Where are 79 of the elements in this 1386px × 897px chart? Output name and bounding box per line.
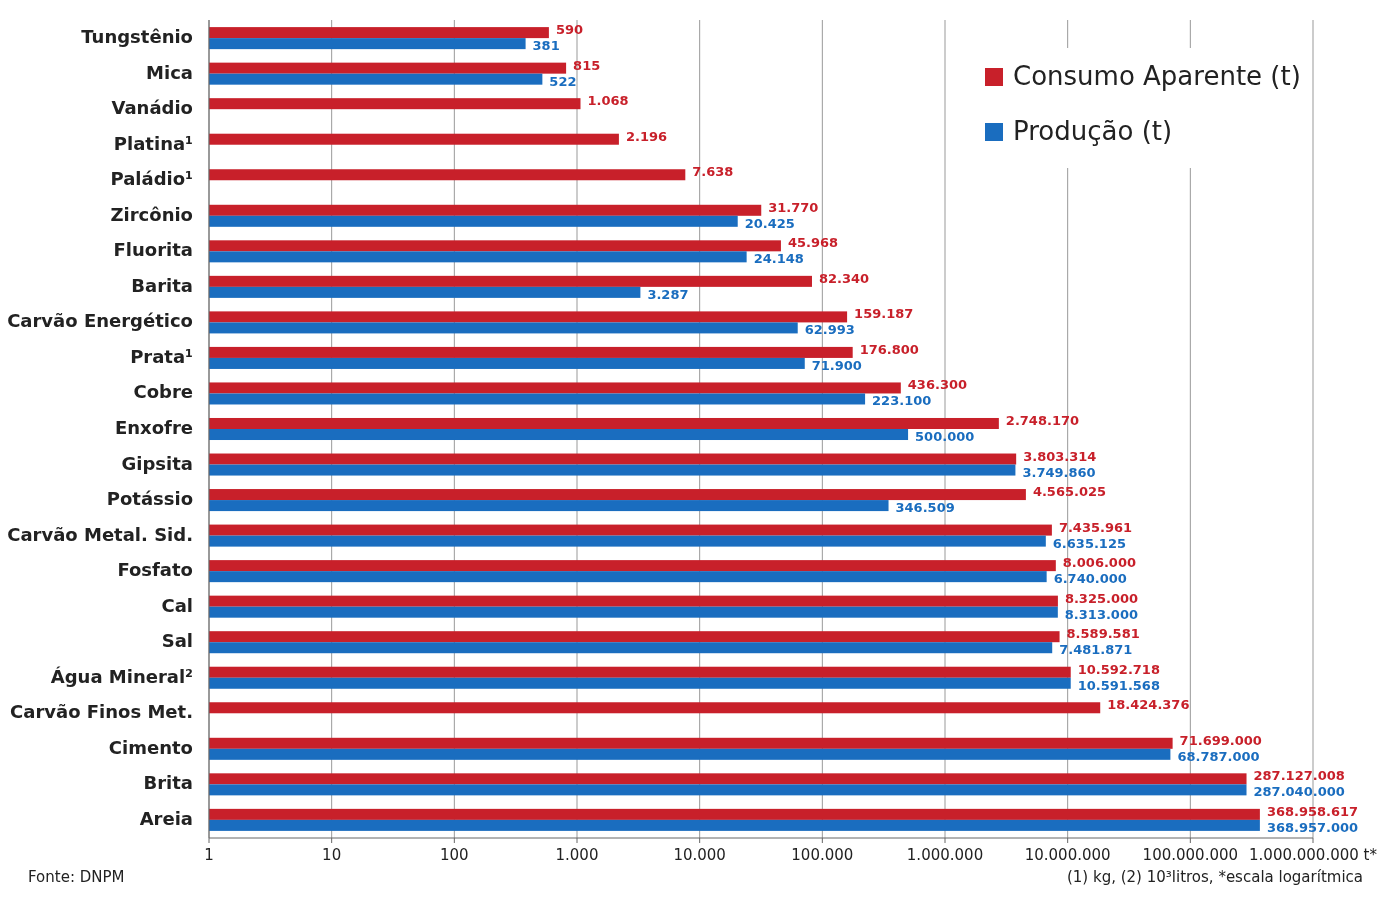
x-tick-label: 100 [440, 846, 469, 864]
y-tick-label: Enxofre [114, 417, 193, 438]
data-label: 590 [555, 22, 584, 38]
y-tick-label: Carvão Metal. Sid. [7, 523, 193, 545]
y-tick-label: Tungstênio [81, 26, 193, 48]
data-label: 346.509 [895, 500, 955, 516]
data-label: 8.325.000 [1064, 590, 1139, 606]
x-tick-label: 1.000.000 [906, 846, 984, 864]
data-label: 8.589.581 [1066, 626, 1140, 642]
data-label: 223.100 [872, 393, 932, 409]
text: (1) kg, (2) 10³litros, *escala logarítmica [1066, 868, 1363, 886]
data-label: 6.635.125 [1052, 535, 1127, 551]
data-label: 10.592.718 [1077, 661, 1160, 677]
data-label: 31.770 [768, 199, 819, 215]
data-label: 20.425 [744, 215, 795, 231]
data-label: 3.749.860 [1022, 464, 1096, 480]
y-tick-label: Carvão Finos Met. [10, 701, 193, 723]
data-label: 68.787.000 [1177, 748, 1260, 764]
x-tick-label: 100.000 [791, 846, 854, 864]
y-tick-label: Carvão Energético [7, 310, 193, 332]
y-tick-label: Mica [146, 61, 193, 83]
legend-label: Produção (t) [1013, 115, 1173, 146]
y-tick-label: Paládio¹ [110, 168, 193, 190]
data-label: 71.900 [811, 357, 862, 373]
data-label: 4.565.025 [1032, 484, 1107, 500]
data-label: 381 [532, 38, 560, 54]
data-label: 3.287 [647, 286, 689, 302]
data-label: 18.424.376 [1107, 697, 1190, 713]
data-label: 368.957.000 [1266, 819, 1359, 835]
data-label: 8.006.000 [1062, 555, 1137, 571]
x-tick-label: 10.000.000 [1024, 846, 1111, 864]
data-label: 62.993 [804, 322, 855, 338]
x-tick-label: 1 [204, 846, 214, 864]
data-label: 159.187 [854, 306, 914, 322]
y-tick-label: Fosfato [117, 559, 193, 581]
data-label: 1.068 [587, 93, 629, 109]
data-label: 522 [549, 73, 577, 89]
data-label: 7.435.961 [1058, 519, 1133, 535]
data-label: 7.481.871 [1059, 642, 1133, 658]
y-tick-label: Barita [131, 274, 193, 296]
data-label: 2.748.170 [1005, 412, 1080, 428]
data-label: 10.591.568 [1077, 677, 1160, 693]
y-tick-label: Vanádio [111, 97, 193, 119]
y-tick-label: Gipsita [121, 452, 193, 474]
y-tick-label: Potássio [106, 488, 193, 510]
data-label: 368.958.617 [1266, 803, 1359, 819]
x-tick-label: 10 [322, 846, 342, 864]
data-label: 287.127.008 [1253, 768, 1345, 784]
legend-label: Consumo Aparente (t) [1013, 60, 1301, 91]
y-tick-label: Prata¹ [130, 345, 193, 367]
data-label: 3.803.314 [1023, 448, 1097, 464]
source-note: Fonte: DNPM [28, 868, 125, 886]
data-label: 7.638 [692, 164, 734, 180]
y-tick-label: Fluorita [113, 239, 193, 261]
y-tick-label: Sal [161, 630, 193, 652]
data-label: 8.313.000 [1064, 606, 1139, 622]
data-label: 6.740.000 [1053, 571, 1127, 587]
data-label: 24.148 [753, 251, 804, 267]
y-tick-label: Cobre [133, 381, 193, 403]
y-tick-label: Zircônio [110, 203, 193, 225]
data-label: 436.300 [907, 377, 968, 393]
data-label: 815 [573, 57, 601, 73]
x-tick-label: 1.000.000.000 t* [1249, 846, 1378, 864]
data-label: 2.196 [625, 128, 668, 144]
data-label: 287.040.000 [1253, 784, 1345, 800]
y-tick-label: Areia [139, 807, 193, 829]
x-tick-label: 10.000 [673, 846, 726, 864]
data-label: 176.800 [859, 341, 919, 357]
y-tick-label: Brita [143, 772, 193, 794]
y-tick-label: Água Mineral² [50, 665, 193, 687]
data-label: 82.340 [818, 270, 870, 286]
data-label: 71.699.000 [1179, 732, 1262, 748]
y-tick-label: Cal [161, 594, 193, 616]
x-tick-label: 1.000 [555, 846, 599, 864]
y-tick-label: Platina¹ [113, 132, 193, 154]
x-tick-label: 100.000.000 [1142, 846, 1239, 864]
data-label: 500.000 [915, 429, 975, 445]
data-label: 45.968 [787, 235, 839, 251]
y-tick-label: Cimento [108, 736, 193, 758]
